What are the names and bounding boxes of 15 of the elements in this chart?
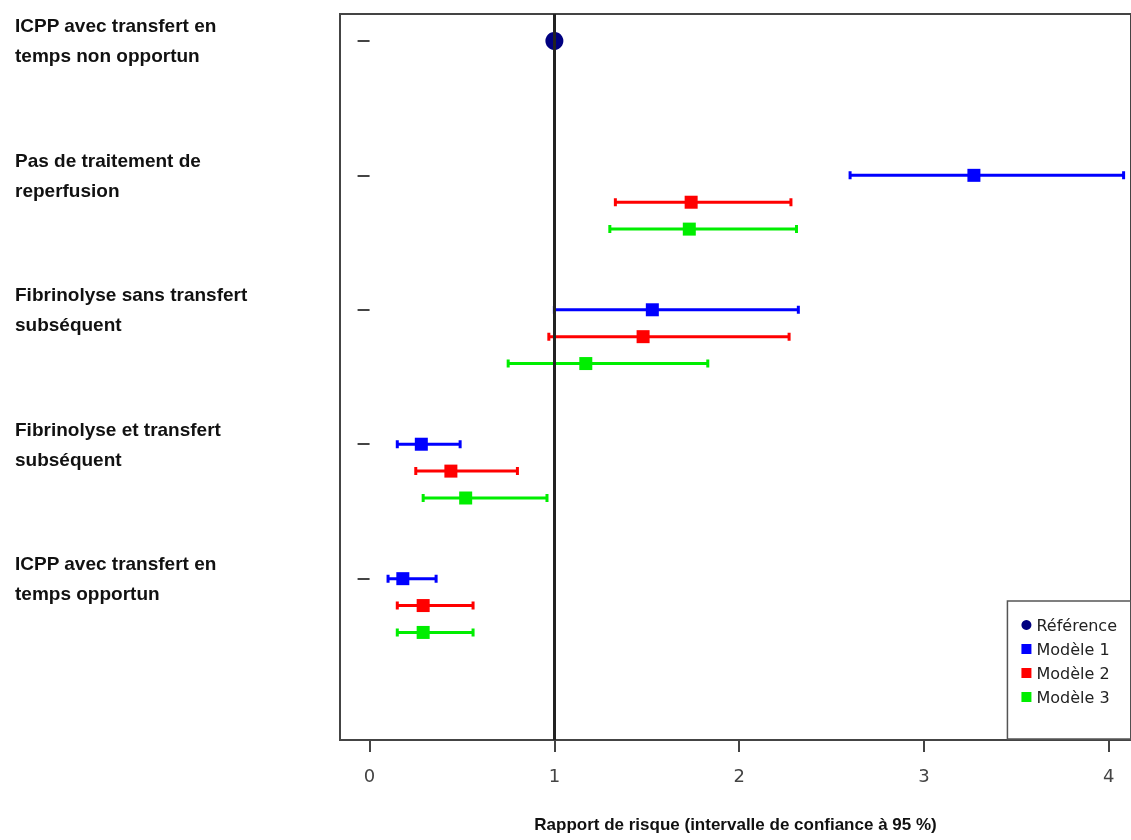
y-tick-label: Pas de traitement de reperfusion	[15, 149, 207, 201]
y-tick-label: ICPP avec transfert en temps opportun	[15, 553, 222, 605]
x-tick-label: 4	[1103, 764, 1115, 786]
x-axis-title: Rapport de risque (intervalle de confiance à 95 %)	[534, 815, 937, 834]
x-tick-label: 3	[918, 764, 930, 786]
x-tick-label: 2	[733, 764, 745, 786]
y-tick-label: ICPP avec transfert en temps non opportun	[15, 15, 222, 67]
legend-label: Modèle 1	[1036, 639, 1110, 659]
legend-label: Modèle 2	[1036, 663, 1110, 683]
y-tick-label: Fibrinolyse et transfert subséquent	[15, 418, 227, 470]
legend-label: Référence	[1036, 615, 1118, 635]
legend-label: Modèle 3	[1036, 687, 1110, 707]
x-tick-label: 0	[363, 764, 376, 786]
y-tick-label: Fibrinolyse sans transfert subséquent	[15, 284, 253, 336]
x-tick-label: 1	[548, 764, 561, 786]
